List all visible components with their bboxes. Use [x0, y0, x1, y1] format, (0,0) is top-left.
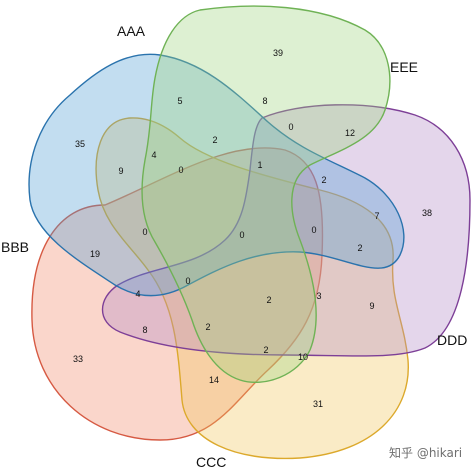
- set-shape-aaa: [28, 53, 405, 297]
- region-counts: 39 35 38 33 31 5 8 12 9 4 2 0 1 2 7 0 0 …: [73, 48, 432, 409]
- region-count: 31: [313, 399, 323, 409]
- region-count: 3: [316, 291, 321, 301]
- set-shape-bbb: [31, 147, 324, 441]
- set-shape-eee: [141, 5, 391, 384]
- region-count: 35: [75, 139, 85, 149]
- region-count: 2: [205, 322, 210, 332]
- region-count: 38: [422, 208, 432, 218]
- region-count: 2: [212, 135, 217, 145]
- region-count: 7: [374, 211, 379, 221]
- region-count: 0: [178, 165, 183, 175]
- region-count: 0: [239, 230, 244, 240]
- region-count: 4: [151, 150, 156, 160]
- region-count: 4: [135, 289, 140, 299]
- region-count: 0: [142, 227, 147, 237]
- region-count: 9: [118, 166, 123, 176]
- set-label-ccc: CCC: [196, 454, 226, 470]
- set-label-ddd: DDD: [437, 332, 467, 348]
- set-labels: AAA BBB CCC DDD EEE: [1, 23, 467, 470]
- region-count: 0: [311, 225, 316, 235]
- set-shape-ccc: [95, 117, 409, 460]
- region-count: 19: [90, 249, 100, 259]
- region-count: 12: [345, 128, 355, 138]
- region-count: 0: [185, 276, 190, 286]
- set-shapes: [28, 5, 471, 460]
- region-count: 9: [369, 301, 374, 311]
- region-count: 8: [142, 325, 147, 335]
- region-count: 10: [298, 352, 308, 362]
- region-count: 33: [73, 354, 83, 364]
- set-label-bbb: BBB: [1, 239, 29, 255]
- region-count: 5: [177, 96, 182, 106]
- region-count: 2: [266, 295, 271, 305]
- region-count: 2: [263, 345, 268, 355]
- region-count: 14: [209, 375, 219, 385]
- watermark-text: 知乎 @hikari: [389, 446, 462, 460]
- region-count: 1: [257, 160, 262, 170]
- region-count: 2: [357, 243, 362, 253]
- region-count: 0: [288, 122, 293, 132]
- region-count: 39: [273, 48, 283, 58]
- set-label-eee: EEE: [390, 59, 418, 75]
- region-count: 2: [321, 175, 326, 185]
- set-shape-ddd: [102, 104, 471, 357]
- set-label-aaa: AAA: [117, 23, 146, 39]
- region-count: 8: [262, 96, 267, 106]
